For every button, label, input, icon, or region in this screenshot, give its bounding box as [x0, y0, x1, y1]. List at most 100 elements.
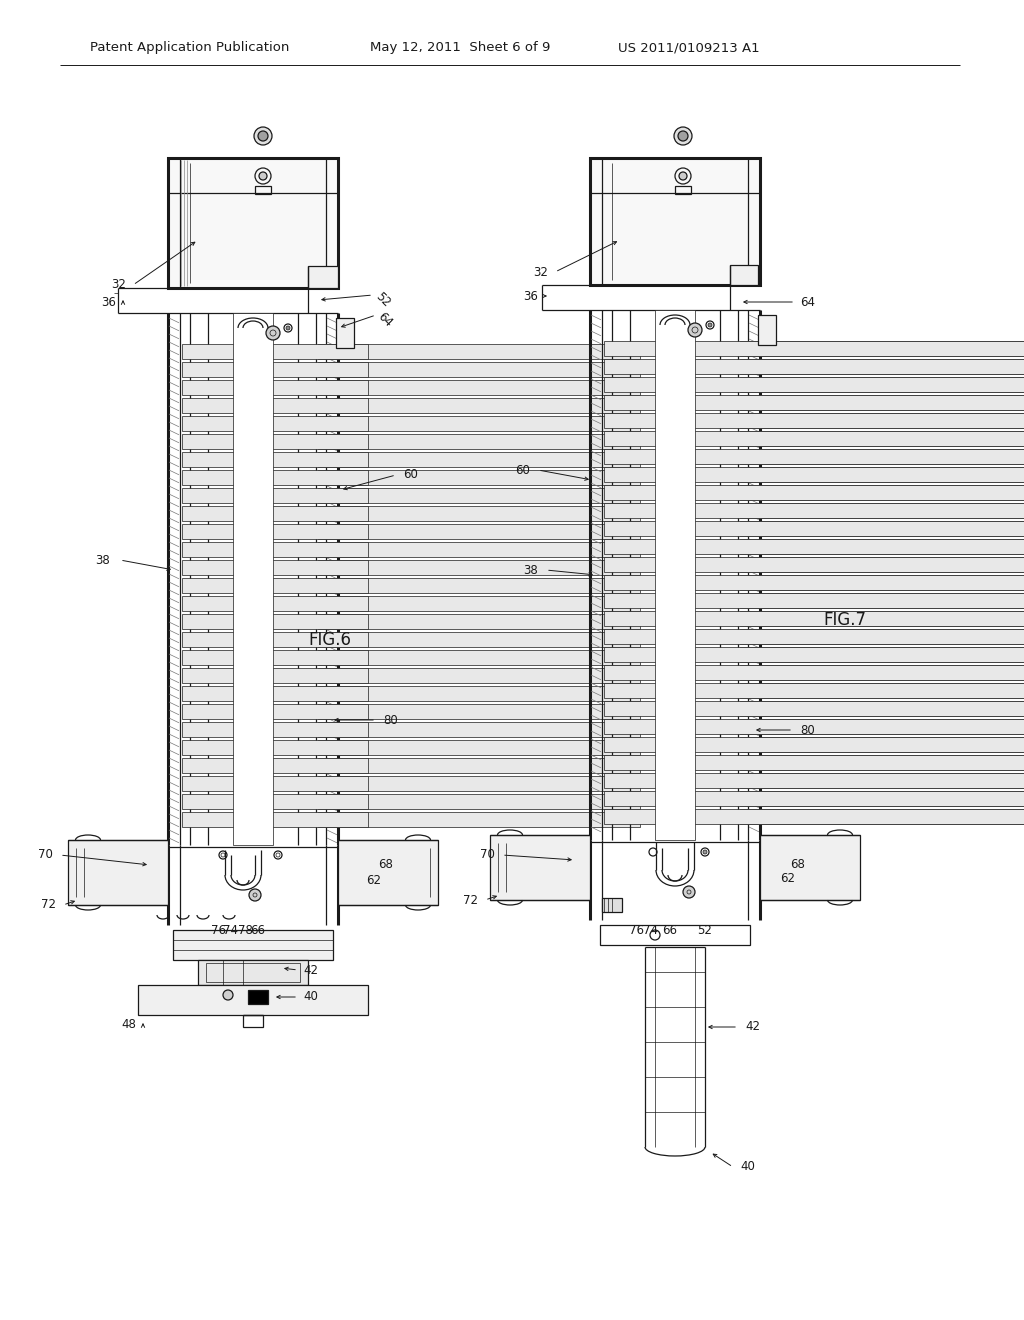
Text: 68: 68 [378, 858, 393, 871]
Bar [758, 315, 776, 345]
Bar [740, 791, 1024, 807]
Bar [318, 380, 640, 395]
Bar [182, 704, 368, 719]
Bar [318, 776, 640, 791]
Bar [604, 378, 1024, 392]
Text: 76: 76 [630, 924, 644, 936]
Bar [604, 593, 1024, 609]
Bar [740, 809, 1024, 824]
Bar [604, 611, 1024, 626]
Bar [248, 990, 268, 1005]
Bar [604, 647, 1024, 663]
Text: 74: 74 [223, 924, 239, 936]
Bar [604, 755, 1024, 770]
Bar [604, 503, 1024, 517]
Bar [604, 467, 1024, 482]
Bar [182, 399, 368, 413]
Bar [318, 632, 640, 647]
Text: 36: 36 [101, 296, 116, 309]
Bar [740, 341, 1024, 356]
Bar [318, 597, 640, 611]
Text: 72: 72 [463, 894, 478, 907]
Bar [604, 359, 1024, 374]
Bar [318, 416, 640, 432]
Bar [318, 451, 640, 467]
Bar [604, 630, 1024, 644]
Bar [590, 158, 760, 285]
Text: 66: 66 [251, 924, 265, 936]
Bar [604, 521, 1024, 536]
Circle shape [254, 127, 272, 145]
Bar [182, 614, 368, 630]
Bar [760, 836, 860, 900]
Bar [740, 359, 1024, 374]
Text: 40: 40 [303, 990, 317, 1003]
Bar [233, 313, 273, 845]
Text: Patent Application Publication: Patent Application Publication [90, 41, 290, 54]
Circle shape [249, 888, 261, 902]
Bar [740, 774, 1024, 788]
Bar [318, 758, 640, 774]
Circle shape [286, 326, 290, 330]
Bar [182, 560, 368, 576]
Bar [740, 665, 1024, 680]
Bar [740, 467, 1024, 482]
Bar [604, 774, 1024, 788]
Bar [740, 484, 1024, 500]
Text: 80: 80 [800, 723, 815, 737]
Text: 72: 72 [41, 899, 56, 912]
Text: 38: 38 [95, 553, 110, 566]
Bar [198, 960, 308, 985]
Bar [318, 524, 640, 539]
Bar [604, 395, 1024, 411]
Text: 52: 52 [697, 924, 712, 936]
Bar [740, 557, 1024, 572]
Bar [68, 840, 168, 906]
Bar [675, 186, 691, 194]
Bar [740, 701, 1024, 715]
Bar [740, 737, 1024, 752]
Bar [740, 378, 1024, 392]
Circle shape [258, 131, 268, 141]
Bar [318, 812, 640, 828]
Bar [182, 722, 368, 737]
Bar [182, 362, 368, 378]
Text: 80: 80 [383, 714, 397, 726]
Bar [604, 791, 1024, 807]
Text: 70: 70 [480, 849, 495, 862]
Circle shape [688, 323, 702, 337]
Bar [182, 686, 368, 701]
Bar [182, 470, 368, 484]
Bar [604, 737, 1024, 752]
Text: 76: 76 [211, 924, 225, 936]
Text: FIG.7: FIG.7 [823, 611, 866, 630]
Bar [604, 701, 1024, 715]
Bar [604, 809, 1024, 824]
Bar [336, 318, 354, 348]
Text: US 2011/0109213 A1: US 2011/0109213 A1 [618, 41, 760, 54]
Bar [604, 413, 1024, 428]
Bar [490, 836, 590, 900]
Bar [318, 470, 640, 484]
Bar [604, 484, 1024, 500]
Bar [604, 576, 1024, 590]
Text: 62: 62 [780, 871, 795, 884]
Bar [318, 649, 640, 665]
Bar [740, 593, 1024, 609]
Bar [730, 265, 758, 285]
Text: 60: 60 [403, 469, 418, 482]
Bar [182, 345, 368, 359]
Bar [604, 539, 1024, 554]
Circle shape [674, 127, 692, 145]
Circle shape [708, 323, 712, 327]
Bar [604, 449, 1024, 465]
Bar [740, 755, 1024, 770]
Bar [655, 310, 695, 840]
Circle shape [266, 326, 280, 341]
Bar [740, 611, 1024, 626]
Text: 74: 74 [642, 924, 657, 936]
Text: 64: 64 [800, 296, 815, 309]
Bar [338, 840, 438, 906]
Bar [182, 741, 368, 755]
Bar [604, 341, 1024, 356]
